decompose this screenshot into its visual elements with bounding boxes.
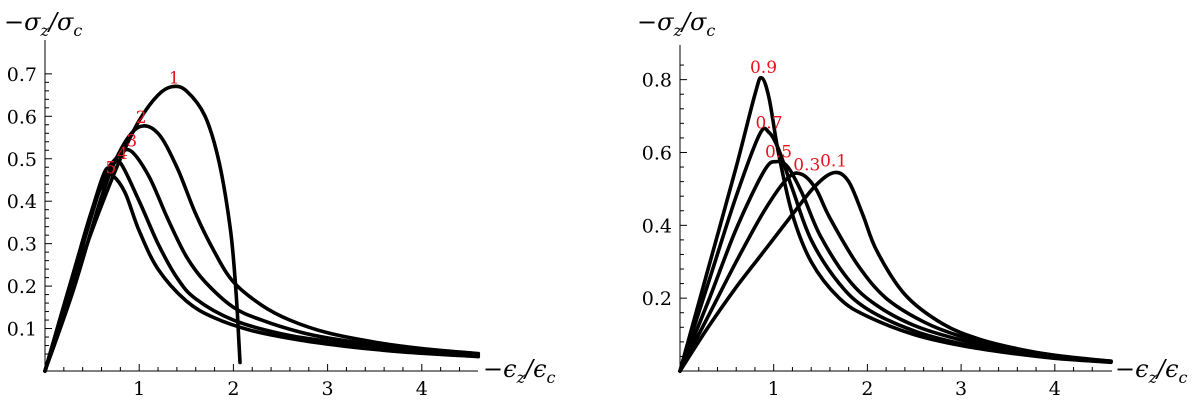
left-curve-1 (43, 84, 242, 373)
right-y-tick-label-0.6: 0.6 (642, 142, 672, 164)
right-x-tick-label-4: 4 (1049, 378, 1061, 400)
left-y-tick-label-0.4: 0.4 (7, 191, 37, 213)
right-curve-label-0-3: 0.3 (793, 155, 820, 175)
left-y-axis-label: −σz/σc (4, 8, 82, 40)
right-y-tick-label-0.2: 0.2 (642, 288, 672, 310)
left-x-axis-label: −ϵz/ϵc (483, 355, 556, 387)
left-y-tick-label-0.7: 0.7 (7, 64, 37, 86)
right-curve-0-1 (678, 170, 1113, 373)
right-y-tick-label-0.8: 0.8 (642, 70, 672, 92)
right-curve-0-5 (678, 159, 1113, 373)
left-y-tick-label-0.5: 0.5 (7, 149, 37, 171)
left-y-tick-label-0.6: 0.6 (7, 106, 37, 128)
left-y-tick-label-0.3: 0.3 (7, 234, 37, 256)
right-y-axis-label: −σz/σc (637, 8, 715, 40)
left-curve-label-1: 1 (169, 69, 180, 89)
left-curve-4 (43, 159, 481, 373)
right-curve-0-3 (678, 171, 1113, 373)
right-curve-label-0-7: 0.7 (755, 113, 782, 133)
right-y-tick-label-0.4: 0.4 (642, 215, 672, 237)
left-curve-label-4: 4 (117, 144, 128, 164)
left-curve-label-3: 3 (126, 131, 137, 151)
left-x-tick-label-2: 2 (227, 378, 239, 400)
left-curve-label-2: 2 (136, 108, 147, 128)
right-curve-label-0-1: 0.1 (820, 152, 847, 172)
left-x-tick-label-4: 4 (416, 378, 428, 400)
left-x-tick-label-3: 3 (322, 378, 334, 400)
left-curve-5 (43, 171, 481, 373)
right-x-tick-label-1: 1 (768, 378, 780, 400)
right-x-tick-label-2: 2 (861, 378, 873, 400)
left-x-tick-label-1: 1 (133, 378, 145, 400)
right-curve-label-0-9: 0.9 (750, 58, 777, 78)
right-x-tick-label-3: 3 (955, 378, 967, 400)
left-curve-2 (43, 123, 481, 373)
right-x-axis-label: −ϵz/ϵc (1115, 355, 1188, 387)
right-curve-0-7 (678, 126, 1113, 373)
left-y-tick-label-0.2: 0.2 (7, 276, 37, 298)
left-y-tick-label-0.1: 0.1 (7, 319, 37, 341)
right-curve-label-0-5: 0.5 (765, 143, 792, 163)
right-curve-0-9 (678, 75, 1113, 373)
left-curve-label-5: 5 (105, 159, 116, 179)
